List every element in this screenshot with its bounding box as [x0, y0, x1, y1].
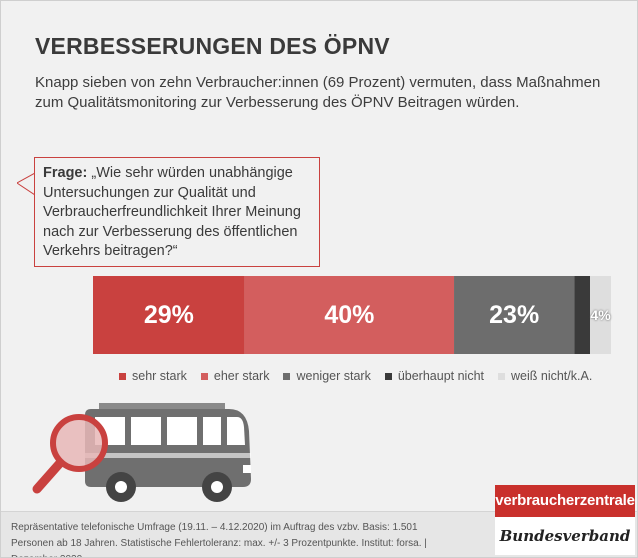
logo-subline: Bundesverband [495, 517, 635, 555]
question-body: „Wie sehr würden unabhängige Untersuchun… [43, 165, 301, 259]
question-label: Frage: [43, 165, 88, 181]
question-text: Frage: „Wie sehr würden unabhängige Unte… [43, 164, 311, 262]
legend-item-5: weiß nicht/k.A. [498, 369, 592, 383]
legend-label-4: überhaupt nicht [397, 369, 485, 383]
legend-item-4: überhaupt nicht [384, 369, 485, 383]
page-title: VERBESSERUNGEN DES ÖPNV [35, 33, 390, 59]
bar-segment-1 [93, 276, 245, 354]
speech-bubble-tail-icon [17, 173, 35, 195]
bar-value-label-2: 40% [324, 301, 375, 329]
vzbv-logo: verbraucherzentrale Bundesverband [495, 485, 635, 555]
bar-segment-3 [454, 276, 575, 354]
legend-label-1: sehr stark [132, 369, 187, 383]
methodology-note: Repräsentative telefonische Umfrage (19.… [11, 522, 427, 557]
question-box: Frage: „Wie sehr würden unabhängige Unte… [34, 157, 320, 267]
legend-item-2: eher stark [200, 369, 270, 383]
legend-swatch-4 [384, 372, 392, 380]
legend-label-2: eher stark [213, 369, 270, 383]
legend-label-5: weiß nicht/k.A. [511, 369, 593, 383]
bar-segment-5 [590, 276, 611, 354]
bar-value-label-3: 23% [489, 301, 540, 329]
legend-item-3: weniger stark [283, 369, 371, 383]
bus-with-magnifier-icon [32, 403, 251, 502]
legend-item-1: sehr stark [119, 369, 187, 383]
bar-segment-4 [574, 276, 591, 354]
chart-legend: sehr stark eher stark weniger stark überhau… [119, 369, 606, 383]
logo-wordmark: verbraucherzentrale [495, 485, 635, 517]
bar-segment-2 [244, 276, 455, 354]
bar-chart-svg [93, 276, 611, 354]
stacked-bar-chart: 29% 40% 23% 4% [93, 276, 611, 354]
bar-value-label-1: 29% [143, 301, 194, 329]
bar-value-label-5: 4% [590, 307, 611, 323]
legend-swatch-3 [283, 372, 291, 380]
page-subtitle: Knapp sieben von zehn Verbraucher:innen … [35, 74, 601, 111]
legend-label-3: weniger stark [296, 369, 371, 383]
legend-swatch-1 [119, 372, 126, 380]
legend-swatch-5 [498, 372, 506, 380]
legend-swatch-2 [200, 372, 208, 380]
